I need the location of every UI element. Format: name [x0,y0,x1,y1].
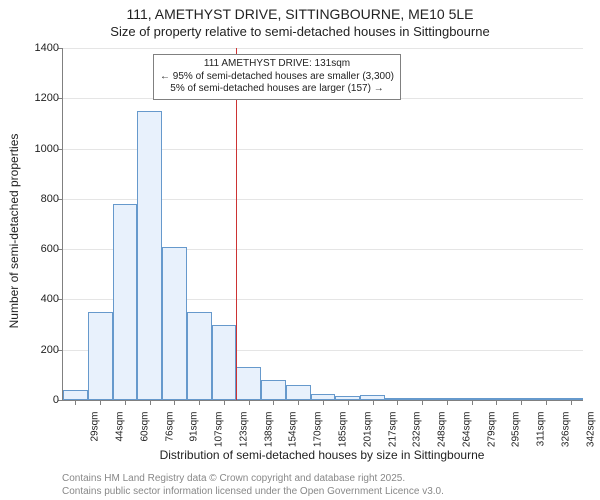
histogram-bar [212,325,237,400]
x-tick-mark [298,400,299,405]
attribution-footer: Contains HM Land Registry data © Crown c… [62,472,444,498]
title-block: 111, AMETHYST DRIVE, SITTINGBOURNE, ME10… [0,6,600,39]
x-tick-mark [150,400,151,405]
x-tick-mark [174,400,175,405]
y-tick-label: 600 [41,243,59,255]
x-tick-mark [546,400,547,405]
y-tick-label: 1000 [35,143,59,155]
x-tick-mark [348,400,349,405]
y-tick-label: 400 [41,293,59,305]
x-tick-label: 76sqm [164,412,175,452]
x-tick-label: 311sqm [536,412,547,452]
x-tick-mark [100,400,101,405]
histogram-bar [63,390,88,400]
x-tick-label: 29sqm [90,412,101,452]
x-axis-label: Distribution of semi-detached houses by … [62,448,582,462]
y-tick-label: 800 [41,193,59,205]
x-tick-mark [199,400,200,405]
x-tick-label: 138sqm [263,412,274,452]
x-tick-mark [472,400,473,405]
x-tick-mark [397,400,398,405]
x-tick-label: 295sqm [511,412,522,452]
x-tick-label: 91sqm [189,412,200,452]
plot-area: 020040060080010001200140029sqm44sqm60sqm… [62,48,583,401]
y-axis-label: Number of semi-detached properties [7,55,21,407]
chart-container: 111, AMETHYST DRIVE, SITTINGBOURNE, ME10… [0,0,600,500]
x-tick-mark [323,400,324,405]
x-tick-label: 170sqm [313,412,324,452]
info-box: 111 AMETHYST DRIVE: 131sqm← 95% of semi-… [153,54,401,100]
x-tick-label: 107sqm [214,412,225,452]
histogram-bar [187,312,212,400]
histogram-bar [236,367,261,400]
info-box-line-2: ← 95% of semi-detached houses are smalle… [160,71,394,84]
x-tick-mark [75,400,76,405]
gridline [63,48,583,49]
title-line-1: 111, AMETHYST DRIVE, SITTINGBOURNE, ME10… [0,6,600,22]
histogram-bar [261,380,286,400]
x-tick-label: 279sqm [486,412,497,452]
x-tick-label: 248sqm [437,412,448,452]
x-tick-label: 217sqm [387,412,398,452]
y-tick-label: 1400 [35,42,59,54]
marker-line [236,48,237,400]
histogram-bar [113,204,138,400]
x-tick-label: 342sqm [585,412,596,452]
x-tick-mark [521,400,522,405]
x-tick-mark [422,400,423,405]
x-tick-mark [496,400,497,405]
x-tick-label: 185sqm [338,412,349,452]
footer-line-2: Contains public sector information licen… [62,485,444,498]
x-tick-mark [373,400,374,405]
x-tick-label: 123sqm [238,412,249,452]
x-tick-mark [224,400,225,405]
info-box-line-1: 111 AMETHYST DRIVE: 131sqm [160,58,394,71]
x-tick-label: 60sqm [139,412,150,452]
y-tick-label: 0 [53,394,59,406]
y-tick-label: 1200 [35,92,59,104]
histogram-bar [137,111,162,400]
x-tick-label: 201sqm [362,412,373,452]
histogram-bar [88,312,113,400]
x-tick-label: 44sqm [115,412,126,452]
info-box-line-3: 5% of semi-detached houses are larger (1… [160,83,394,96]
x-tick-label: 154sqm [288,412,299,452]
histogram-bar [162,247,187,400]
x-tick-label: 232sqm [412,412,423,452]
title-line-2: Size of property relative to semi-detach… [0,24,600,39]
histogram-bar [286,385,311,400]
x-tick-mark [125,400,126,405]
footer-line-1: Contains HM Land Registry data © Crown c… [62,472,444,485]
x-tick-mark [249,400,250,405]
x-tick-mark [273,400,274,405]
x-tick-label: 264sqm [461,412,472,452]
x-tick-mark [571,400,572,405]
y-tick-label: 200 [41,344,59,356]
x-tick-mark [447,400,448,405]
x-tick-label: 326sqm [560,412,571,452]
